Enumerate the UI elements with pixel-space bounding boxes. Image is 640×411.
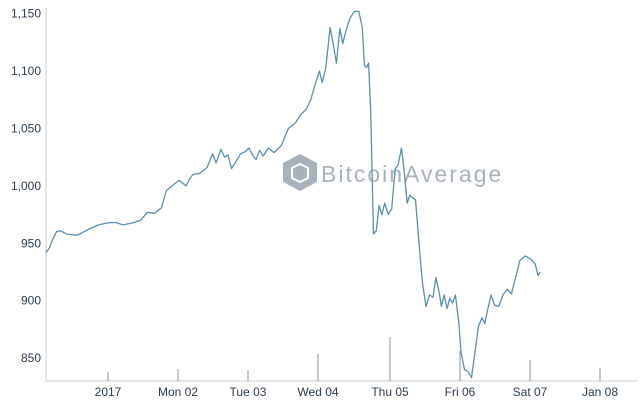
series-layer (45, 10, 541, 379)
y-tick-label: 950 (21, 236, 41, 250)
y-tick-label: 1,000 (11, 179, 41, 193)
series-line (45, 10, 541, 379)
x-tick-label: Thu 05 (371, 385, 409, 399)
bitcoinaverage-logo-icon (283, 154, 317, 191)
x-tick-label: Jan 08 (582, 385, 618, 399)
x-tick-label: Fri 06 (445, 385, 476, 399)
x-tick-label: Wed 04 (297, 385, 338, 399)
y-tick-label: 1,100 (11, 64, 41, 78)
y-tick-label: 1,150 (11, 7, 41, 21)
y-axis: 850 900 950 1,000 1,050 1,100 1,150 (11, 7, 47, 381)
watermark: BitcoinAverage (283, 154, 503, 191)
x-tick-label: 2017 (95, 385, 122, 399)
x-tick-label: Sat 07 (513, 385, 548, 399)
x-tick-label: Tue 03 (230, 385, 267, 399)
x-tick-label: Mon 02 (158, 385, 198, 399)
x-axis: 2017 Mon 02 Tue 03 Wed 04 Thu 05 Fri 06 Sat 07… (46, 337, 638, 399)
watermark-text: BitcoinAverage (321, 161, 503, 187)
y-tick-label: 1,050 (11, 122, 41, 136)
y-tick-label: 900 (21, 294, 41, 308)
y-tick-label: 850 (21, 351, 41, 365)
